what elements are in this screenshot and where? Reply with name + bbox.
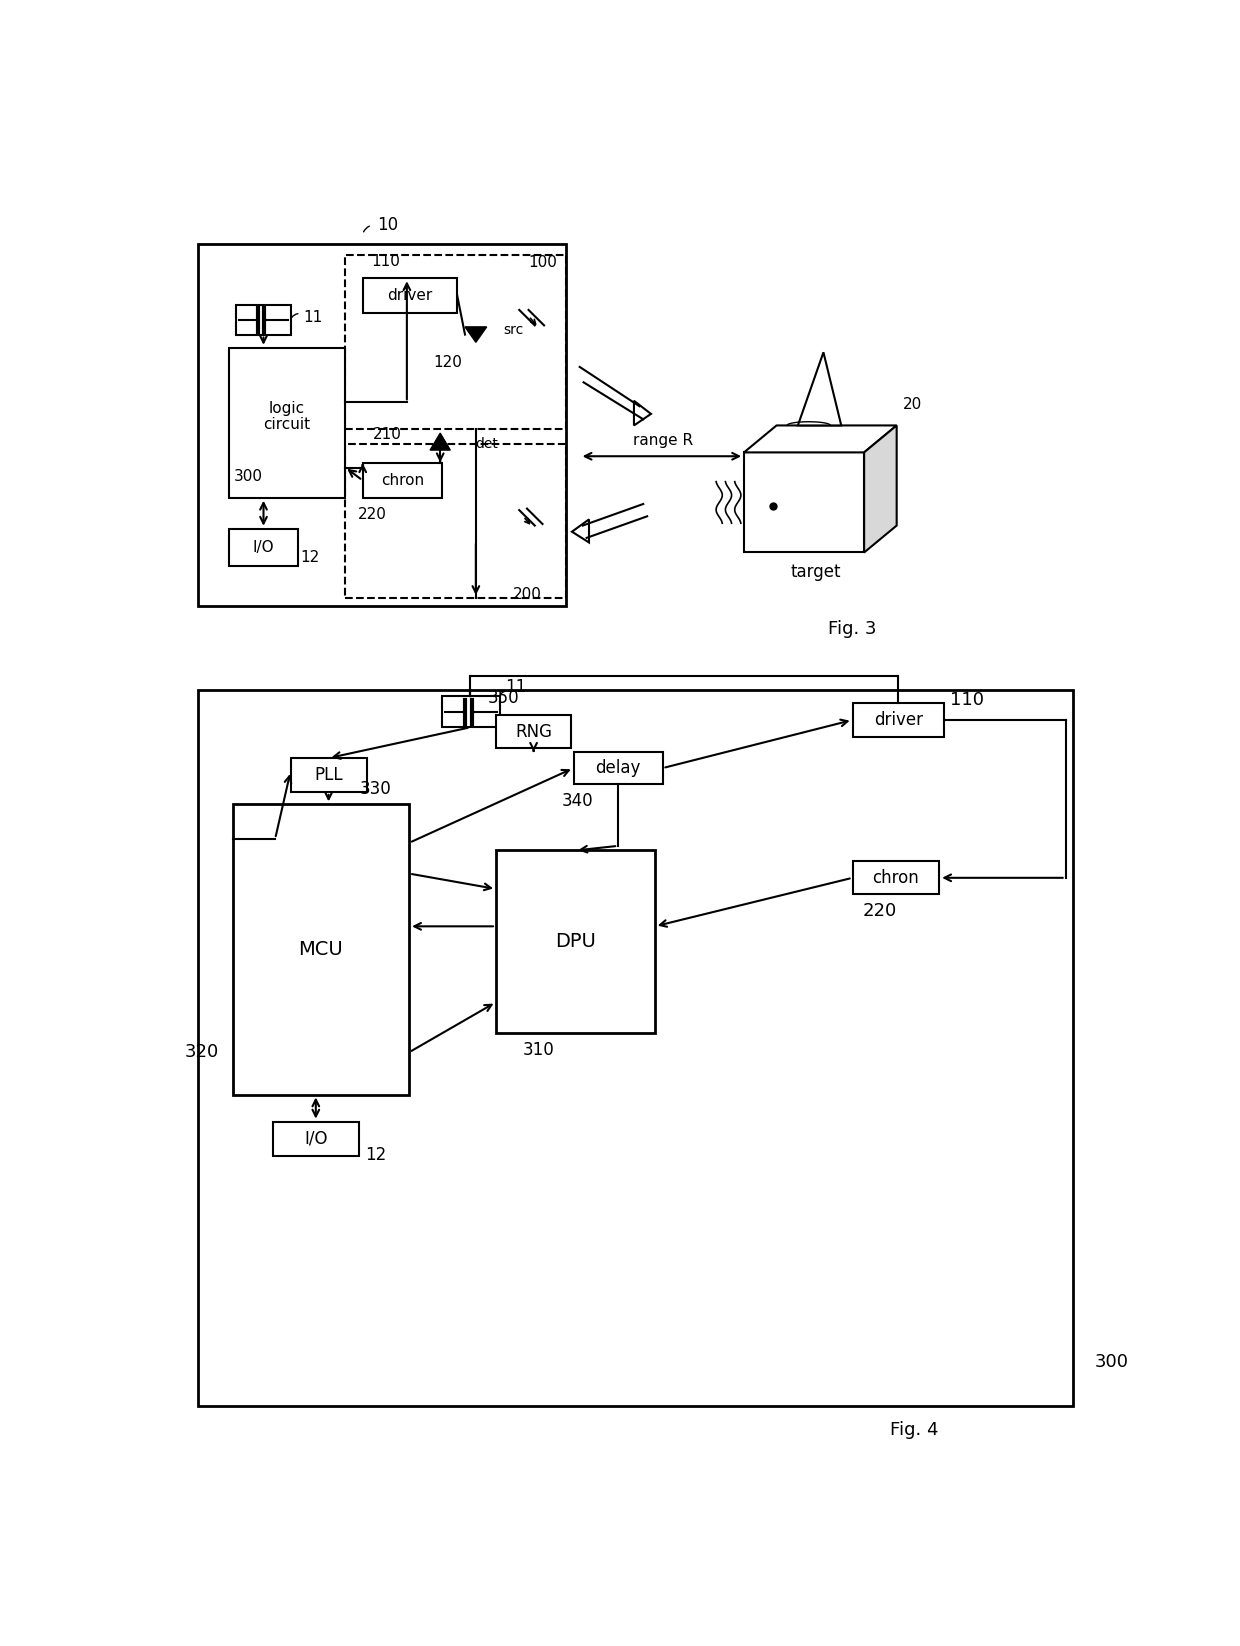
Text: 110: 110 <box>372 253 401 268</box>
Text: chron: chron <box>873 869 919 887</box>
Text: 310: 310 <box>523 1040 554 1058</box>
Text: 12: 12 <box>300 550 320 565</box>
Polygon shape <box>465 328 486 342</box>
Text: 220: 220 <box>863 902 897 920</box>
Polygon shape <box>797 352 841 425</box>
Bar <box>441 696 500 728</box>
Text: I/O: I/O <box>253 540 274 555</box>
Text: target: target <box>790 563 841 581</box>
Text: 330: 330 <box>360 780 392 798</box>
Polygon shape <box>864 425 897 553</box>
Text: det: det <box>475 436 498 451</box>
Text: 350: 350 <box>487 690 520 708</box>
Text: 340: 340 <box>562 792 593 810</box>
Text: 100: 100 <box>528 255 557 270</box>
Bar <box>345 444 565 597</box>
Bar <box>228 528 299 566</box>
Text: src: src <box>503 323 525 337</box>
Text: 210: 210 <box>373 428 402 443</box>
Text: MCU: MCU <box>299 940 343 960</box>
Text: chron: chron <box>381 472 424 487</box>
Bar <box>197 244 565 606</box>
Bar <box>197 690 1074 1406</box>
Text: 300: 300 <box>1095 1353 1130 1371</box>
Text: 11: 11 <box>505 678 526 696</box>
Bar <box>237 305 290 334</box>
Bar <box>228 347 345 497</box>
Bar <box>363 278 458 313</box>
Text: I/O: I/O <box>304 1129 327 1147</box>
Polygon shape <box>430 433 450 449</box>
Text: 11: 11 <box>304 309 324 326</box>
Text: RNG: RNG <box>515 723 552 741</box>
Text: PLL: PLL <box>314 765 343 783</box>
Text: 320: 320 <box>185 1044 218 1062</box>
Text: logic: logic <box>269 402 305 416</box>
Bar <box>496 714 572 747</box>
Text: Fig. 4: Fig. 4 <box>890 1420 939 1439</box>
Text: 110: 110 <box>950 691 985 708</box>
Bar <box>496 851 655 1034</box>
Bar <box>345 255 565 428</box>
Bar <box>744 453 864 553</box>
Text: 120: 120 <box>434 356 463 370</box>
Bar <box>233 805 409 1095</box>
Polygon shape <box>744 425 897 453</box>
Text: 300: 300 <box>233 469 263 484</box>
Text: 20: 20 <box>903 397 921 412</box>
Bar <box>573 752 662 783</box>
Bar <box>290 759 367 792</box>
Text: range R: range R <box>632 433 693 448</box>
Text: circuit: circuit <box>263 416 310 431</box>
Text: driver: driver <box>387 288 433 303</box>
Bar <box>363 463 441 497</box>
Bar <box>273 1121 358 1155</box>
Text: 220: 220 <box>357 507 387 522</box>
Text: 12: 12 <box>365 1146 387 1164</box>
Bar <box>853 861 940 894</box>
Text: driver: driver <box>874 711 923 729</box>
Text: DPU: DPU <box>556 932 596 951</box>
Text: 10: 10 <box>377 216 398 234</box>
Bar <box>853 703 944 736</box>
Text: Fig. 3: Fig. 3 <box>828 621 877 639</box>
Text: 200: 200 <box>512 588 542 602</box>
Text: delay: delay <box>595 759 641 777</box>
